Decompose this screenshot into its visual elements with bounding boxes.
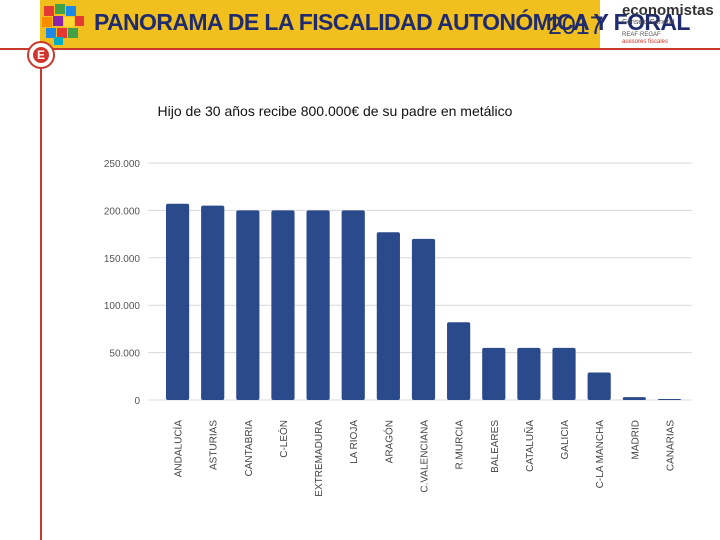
bar-11	[552, 347, 576, 400]
chart-title: Hijo de 30 años recibe 800.000€ de su pa…	[157, 103, 513, 119]
bar-9	[482, 347, 506, 400]
bar-5	[341, 210, 365, 400]
header-divider	[0, 48, 720, 50]
banner-title: PANORAMA DE LA FISCALIDAD AUTONÓMICA Y F…	[94, 9, 690, 35]
y-tick-label-3: 150.000	[104, 254, 141, 265]
bar-14	[657, 399, 682, 400]
brand-organization: REAF·REGAF	[622, 32, 661, 38]
x-tick-label-2: CANTABRIA	[244, 420, 255, 477]
x-tick-label-5: LA RIOJA	[349, 420, 360, 464]
brand-logo: economistas Consejo General REAF·REGAF a…	[622, 2, 718, 48]
x-tick-label-8: R.MURCIA	[455, 420, 466, 470]
emblem-letter: E	[33, 47, 49, 63]
x-tick-label-1: ASTURIAS	[209, 420, 220, 470]
bar-7	[411, 238, 436, 400]
bar-8	[447, 322, 471, 400]
x-tick-label-11: GALICIA	[560, 420, 571, 460]
brand-tagline: asesores fiscales	[622, 39, 669, 45]
title-banner	[40, 0, 600, 48]
bar-4	[306, 210, 330, 400]
cubes-logo-icon	[42, 4, 84, 45]
y-tick-label-0: 0	[134, 396, 140, 407]
x-tick-label-13: MADRID	[630, 420, 641, 459]
y-tick-label-2: 100.000	[104, 301, 141, 312]
brand-subtitle: Consejo General	[622, 19, 675, 26]
emblem-icon: E	[27, 41, 55, 69]
x-tick-label-9: BALEARES	[490, 420, 501, 473]
x-tick-label-7: C.VALENCIANA	[420, 420, 431, 493]
x-tick-label-3: C-LEÓN	[277, 420, 290, 458]
x-tick-label-6: ARAGÓN	[382, 420, 395, 463]
x-tick-label-0: ANDALUCÍA	[172, 420, 185, 478]
x-tick-label-14: CANARIAS	[665, 420, 676, 471]
x-tick-label-12: C-LA MANCHA	[595, 420, 606, 489]
y-tick-label-4: 200.000	[104, 206, 141, 217]
brand-name: economistas	[622, 2, 714, 19]
y-tick-label-1: 50.000	[109, 349, 140, 360]
bar-12	[587, 372, 611, 400]
x-tick-label-4: EXTREMADURA	[314, 420, 325, 497]
y-tick-label-5: 250.000	[104, 159, 141, 170]
header: PANORAMA DE LA FISCALIDAD AUTONÓMICA Y F…	[0, 0, 720, 48]
banner-year: 2017	[548, 12, 604, 40]
bar-1	[201, 205, 225, 400]
left-divider	[40, 48, 42, 540]
bar-6	[376, 232, 400, 400]
bar-10	[517, 347, 541, 400]
bar-2	[236, 210, 260, 400]
bar-13	[622, 397, 646, 400]
bar-0	[165, 203, 190, 400]
x-tick-label-10: CATALUÑA	[523, 420, 536, 472]
bar-3	[271, 210, 295, 400]
